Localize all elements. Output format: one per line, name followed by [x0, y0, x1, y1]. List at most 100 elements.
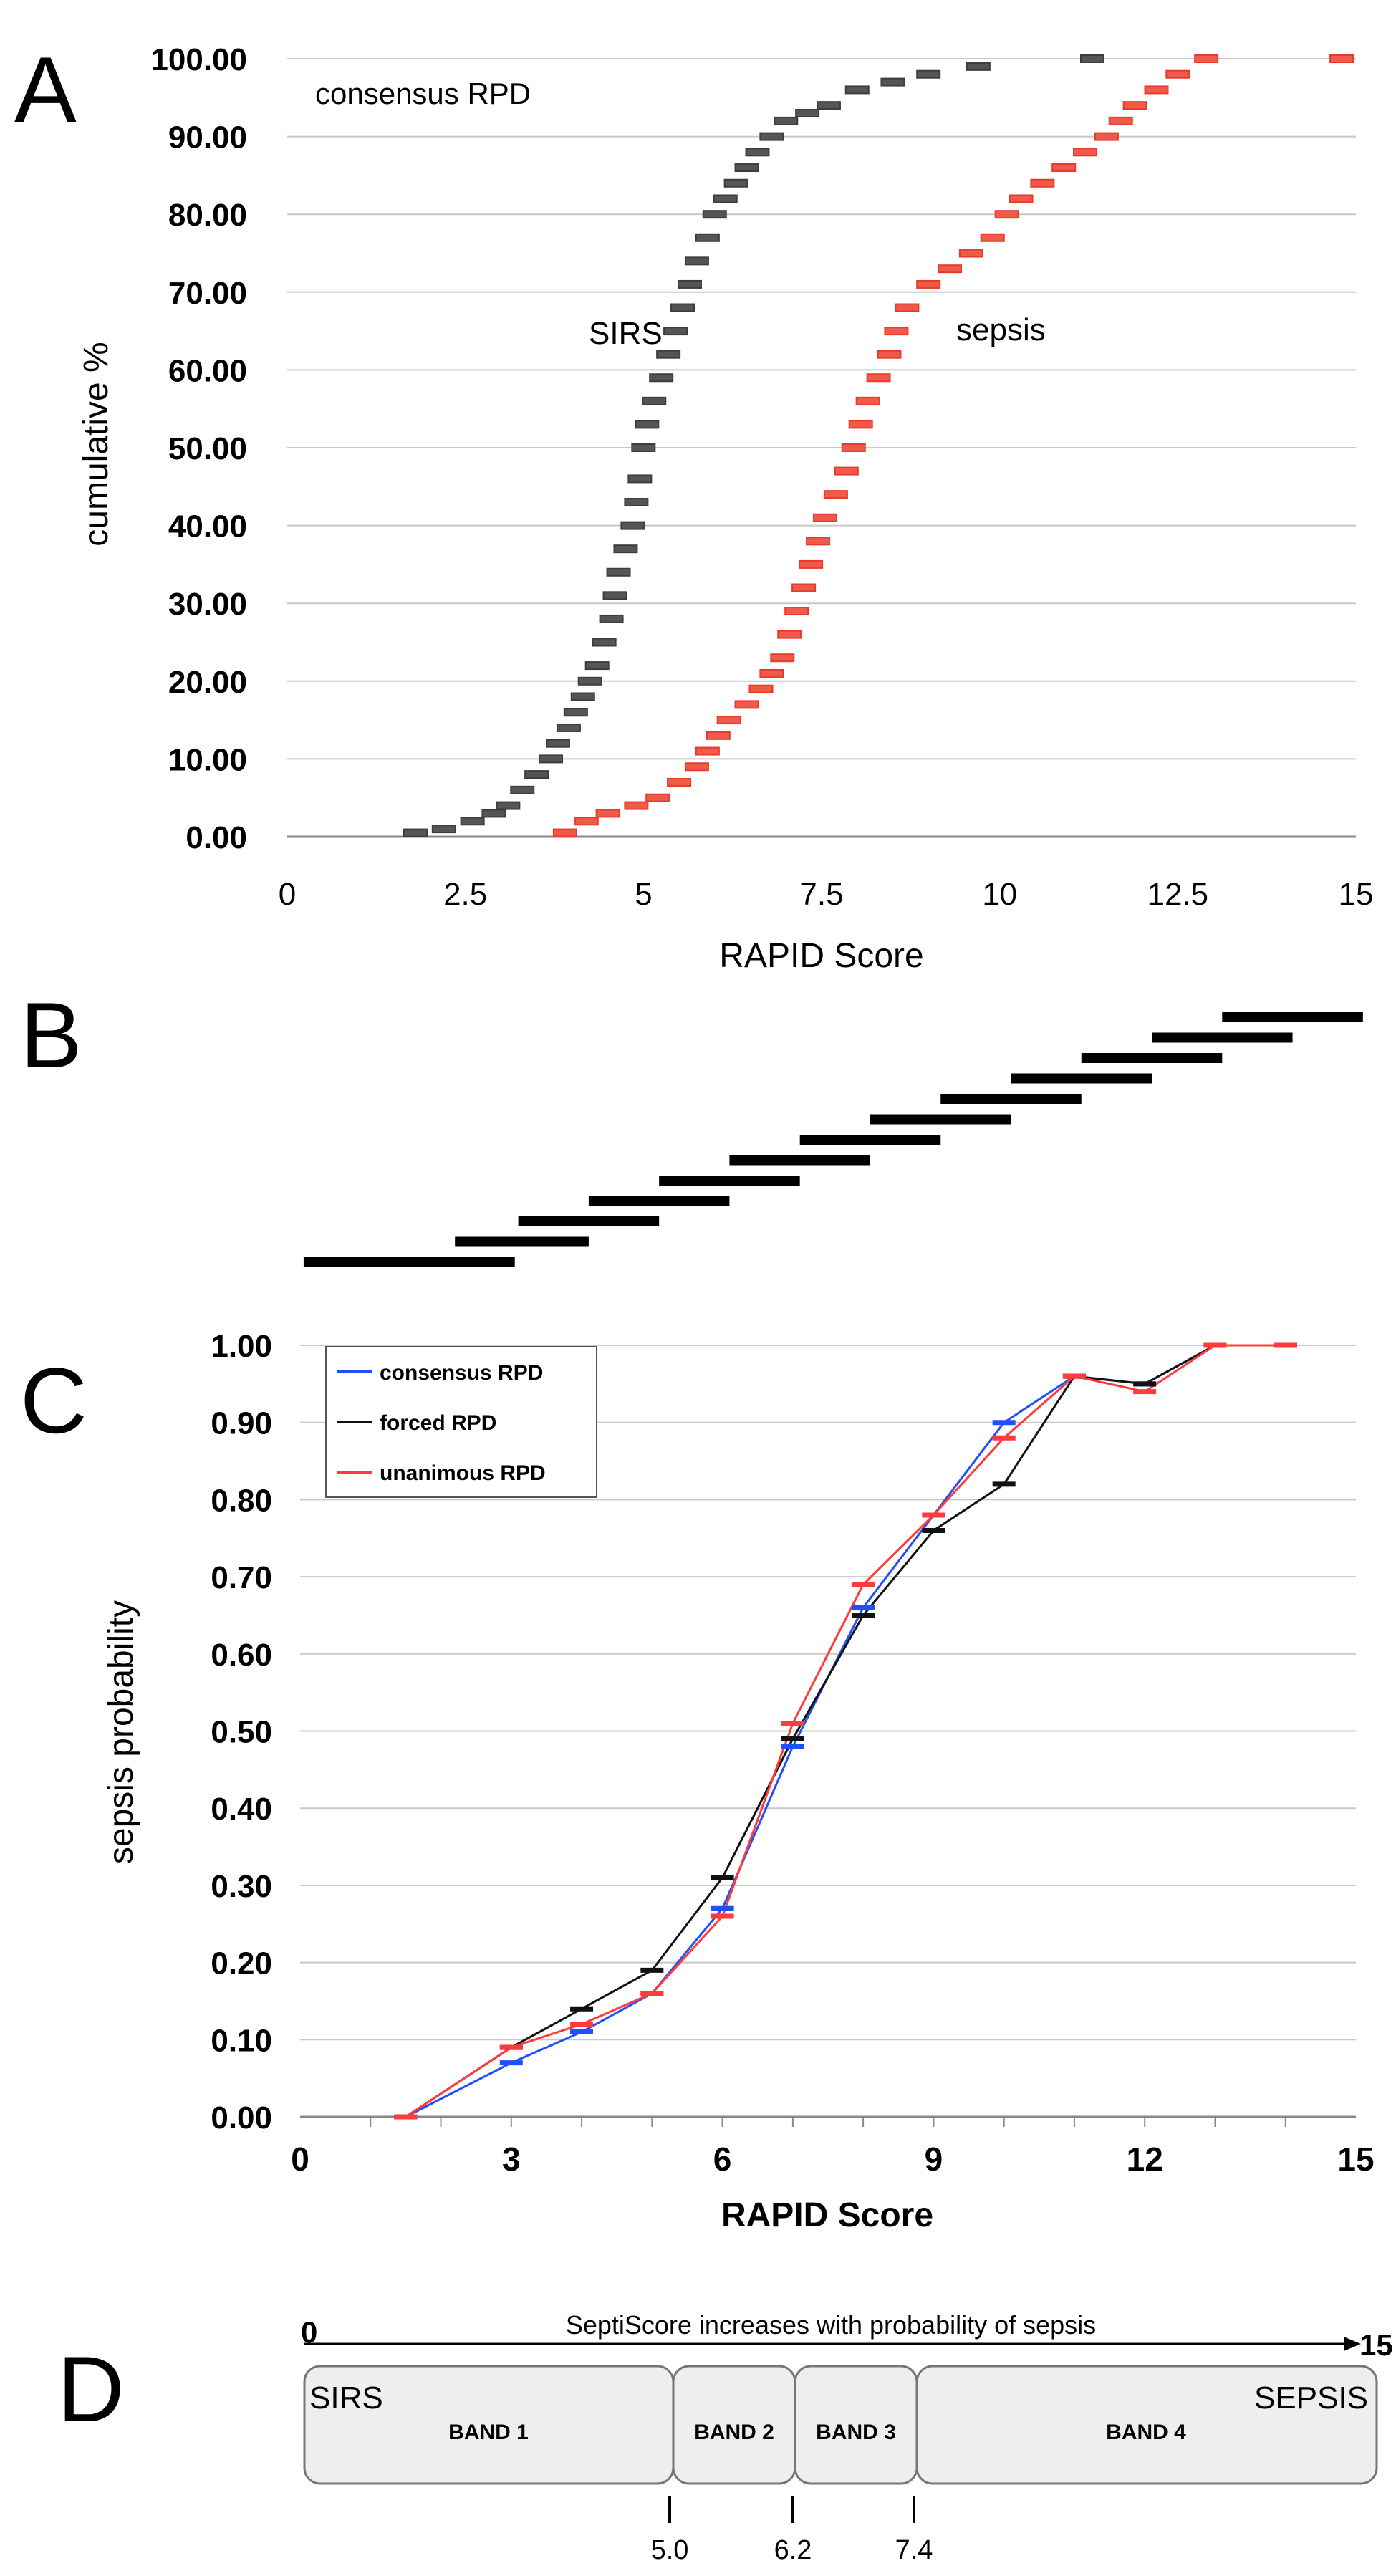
panel-a-x-axis-label: RAPID Score: [719, 937, 923, 975]
panel-d-end-label: 15: [1359, 2328, 1393, 2362]
panel-c-y-tick-label: 0.70: [211, 1560, 272, 1595]
panel-a-point-sirs: [624, 498, 649, 507]
panel-c-x-tick-label: 0: [291, 2140, 309, 2178]
panel-a-point-sirs: [702, 210, 727, 219]
threshold-label-7-4: 7.4: [895, 2535, 933, 2565]
panel-a-point-sepsis: [884, 327, 909, 336]
panel-a-point-sepsis: [595, 809, 620, 818]
panel-c-series: [394, 1342, 1297, 2120]
panel-c-y-tick-label: 1.00: [211, 1329, 272, 1364]
panel-a-point-sirs: [695, 233, 720, 242]
panel-a-y-tick-label: 60.00: [168, 353, 247, 388]
panel-c-y-tick-label: 0.80: [211, 1483, 272, 1518]
panel-d-arrow-head: [1344, 2337, 1361, 2351]
panel-a-point-sepsis: [684, 762, 709, 772]
band-2-label: BAND 2: [694, 2421, 774, 2444]
panel-a-point-sirs: [642, 396, 667, 405]
panel-a-point-sepsis: [624, 801, 649, 810]
panel-c-y-tick-labels: 0.00 0.10 0.20 0.30 0.40 0.50 0.60 0.70 0.80 0.90…: [211, 1329, 272, 2135]
panel-c-x-axis-label: RAPID Score: [721, 2196, 933, 2234]
panel-a-point-sepsis: [1144, 85, 1169, 95]
panel-a-y-tick-label: 0.00: [186, 820, 247, 855]
panel-a-point-sirs: [631, 443, 656, 452]
panel-a-point-sepsis: [866, 373, 891, 383]
panel-a-point-sepsis: [1009, 194, 1034, 203]
panel-d-left-label: SIRS: [309, 2380, 383, 2416]
panel-a-point-sirs: [745, 148, 770, 157]
panel-a-point-sepsis: [1329, 54, 1354, 63]
panel-a-point-sepsis: [791, 583, 817, 592]
panel-a-y-tick-label: 100.00: [150, 42, 247, 77]
panel-a-point-sirs: [635, 420, 660, 429]
panel-a-point-sirs: [966, 62, 991, 71]
band-4-label: BAND 4: [1106, 2421, 1186, 2444]
panel-a-point-sepsis: [834, 466, 859, 476]
panel-c-y-tick-label: 0.30: [211, 1869, 272, 1904]
panel-c-letter: C: [20, 1348, 87, 1453]
panel-a-point-sepsis: [695, 746, 720, 756]
panel-b-segment: [799, 1135, 941, 1145]
panel-b-segment: [940, 1094, 1082, 1104]
panel-a-point-sirs: [563, 708, 588, 717]
panel-a-y-tick-label: 70.00: [168, 276, 247, 311]
panel-a-point-sepsis: [1108, 116, 1133, 125]
panel-c-x-tick-labels: 0 3 6 9 12 15: [291, 2140, 1374, 2178]
panel-a-y-tick-label: 50.00: [168, 431, 247, 466]
panel-c-legend: consensus RPD forced RPD unanimous RPD: [325, 1346, 597, 1498]
panel-a-y-axis-label: cumulative %: [77, 342, 115, 546]
panel-c-x-tick-label: 15: [1337, 2140, 1374, 2178]
panel-a-x-tick-label: 12.5: [1147, 877, 1209, 912]
panel-a-y-tick-label: 30.00: [168, 587, 247, 622]
panel-a-point-sepsis: [1051, 163, 1077, 173]
panel-a-point-sirs: [460, 817, 485, 826]
panel-a-point-sepsis: [855, 396, 880, 405]
panel-a-x-tick-label: 10: [982, 877, 1017, 912]
panel-b-segment: [1222, 1012, 1363, 1022]
legend-label-forced: forced RPD: [380, 1411, 496, 1435]
panel-a-point-sepsis: [1030, 178, 1055, 188]
panel-a-point-sepsis: [877, 350, 902, 359]
panel-a-gridlines: [287, 58, 1356, 760]
panel-b-segment: [729, 1155, 870, 1166]
panel-b-segment: [455, 1236, 589, 1247]
panel-a-point-sirs: [431, 825, 456, 834]
panel-c-x-tick-label: 3: [502, 2140, 521, 2178]
threshold-label-5-0: 5.0: [651, 2535, 689, 2565]
panel-a-point-sepsis: [645, 793, 670, 802]
panel-a-point-sepsis: [770, 653, 795, 663]
panel-a-point-sirs: [403, 828, 428, 837]
panel-a-point-sepsis: [574, 817, 599, 826]
panel-b-segment: [518, 1216, 660, 1226]
panel-c-x-tick-label: 6: [713, 2140, 732, 2178]
panel-a-point-sepsis: [812, 513, 837, 522]
legend-label-unanimous: unanimous RPD: [380, 1461, 546, 1485]
panel-a-point-sirs: [677, 279, 702, 289]
panel-a-point-sepsis: [1073, 148, 1098, 157]
legend-label-consensus: consensus RPD: [380, 1361, 543, 1385]
panel-a-point-sepsis: [916, 279, 941, 289]
panel-a-point-sirs: [606, 567, 631, 577]
panel-a-point-sirs: [656, 350, 681, 359]
band-1-label: BAND 1: [448, 2421, 529, 2444]
panel-a-point-sirs: [916, 69, 941, 79]
panel-a-point-sirs: [670, 303, 695, 312]
panel-a-point-sirs: [570, 692, 595, 701]
panel-c-y-tick-label: 0.40: [211, 1792, 272, 1827]
panel-b-segment: [303, 1257, 515, 1267]
panel-a-point-sepsis: [1094, 132, 1119, 141]
panel-a-point-sirs: [723, 178, 748, 188]
panel-a-annotation-sepsis: sepsis: [956, 312, 1046, 347]
panel-a-point-sirs: [602, 591, 627, 600]
panel-a-point-sepsis: [994, 210, 1019, 219]
panel-a-x-tick-label: 2.5: [443, 877, 487, 912]
panel-a-x-tick-label: 0: [279, 877, 296, 912]
panel-a-point-sepsis: [938, 264, 963, 274]
panel-a-point-sirs: [481, 809, 506, 818]
panel-a-point-sirs: [577, 676, 602, 686]
panel-a-point-sepsis: [895, 303, 920, 312]
panel-a-point-sepsis: [667, 777, 692, 787]
panel-a-point-sepsis: [759, 668, 784, 678]
panel-a-series-sepsis: [552, 54, 1354, 837]
panel-b-segment: [870, 1114, 1011, 1125]
